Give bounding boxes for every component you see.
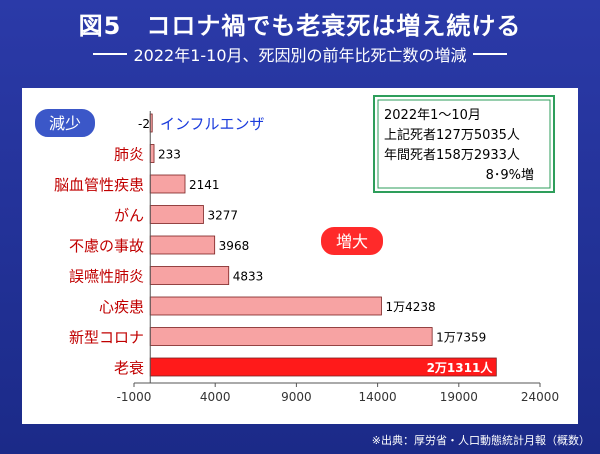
category-label-0: インフルエンザ bbox=[160, 115, 265, 133]
bars-group bbox=[149, 113, 497, 377]
category-label-5: 誤嚥性肺炎 bbox=[69, 268, 144, 286]
source-note: ※出典：厚労省・人口動態統計月報（概数） bbox=[371, 434, 590, 447]
value-label-8: 2万1311人 bbox=[427, 360, 494, 375]
subtitle-dash-left bbox=[93, 53, 128, 55]
value-label-4: 3968 bbox=[219, 239, 250, 253]
category-label-6: 心疾患 bbox=[99, 298, 144, 316]
bar-3 bbox=[149, 205, 204, 224]
category-label-4: 不慮の事故 bbox=[69, 237, 144, 255]
info-box bbox=[373, 95, 555, 193]
bar-7 bbox=[149, 327, 433, 346]
value-labels: -2 233 2141 3277 3968 4833 1万4238 1万7359 2万1311人 bbox=[138, 117, 493, 375]
category-label-8: 老衰 bbox=[114, 359, 144, 377]
x-tick-label-2: 9000 bbox=[281, 390, 312, 404]
value-label-2: 2141 bbox=[189, 178, 220, 192]
category-label-7: 新型コロナ bbox=[69, 329, 144, 347]
value-label-5: 4833 bbox=[233, 270, 264, 284]
x-axis: -1000 4000 9000 14000 19000 24000 bbox=[117, 111, 559, 404]
info-line-listed-deaths: 上記死者127万5035人 bbox=[384, 127, 520, 143]
increase-badge bbox=[319, 225, 385, 257]
info-line-annual-deaths: 年間死者158万2933人 bbox=[384, 148, 520, 163]
x-tick-label-1: 4000 bbox=[200, 390, 231, 404]
x-tick-label-3: 14000 bbox=[359, 390, 397, 404]
category-label-2: 脳血管性疾患 bbox=[54, 176, 144, 194]
bar-4 bbox=[149, 235, 216, 255]
info-line-period: 2022年1～10月 bbox=[384, 108, 481, 123]
x-tick-label-4: 19000 bbox=[440, 390, 478, 404]
category-label-3: がん bbox=[114, 207, 144, 225]
subtitle-dash-right bbox=[472, 53, 507, 55]
increase-badge-label: 増大 bbox=[336, 232, 368, 251]
value-label-7: 1万7359 bbox=[436, 331, 486, 345]
subtitle-row: 2022年1-10月、死因別の前年比死亡数の増減 bbox=[0, 42, 600, 66]
info-line-increase-rate: 8･9%増 bbox=[486, 168, 534, 183]
page-subtitle: 2022年1-10月、死因別の前年比死亡数の増減 bbox=[133, 46, 467, 65]
value-label-1: 233 bbox=[158, 148, 181, 162]
category-label-1: 肺炎 bbox=[114, 146, 144, 164]
bar-6 bbox=[149, 296, 382, 316]
value-label-6: 1万4238 bbox=[385, 300, 435, 314]
value-label-3: 3277 bbox=[207, 209, 238, 223]
bar-1 bbox=[149, 144, 155, 163]
bar-5 bbox=[149, 266, 230, 285]
value-label-0: -2 bbox=[138, 117, 150, 131]
decrease-badge bbox=[33, 107, 97, 139]
info-box-inner-border bbox=[377, 99, 551, 189]
x-tick-label-5: 24000 bbox=[521, 390, 559, 404]
chart-panel: インフルエンザ 肺炎脳血管性疾患がん不慮の事故誤嚥性肺炎心疾患新型コロナ老衰 -2… bbox=[22, 88, 578, 424]
decrease-badge-label: 減少 bbox=[49, 114, 81, 133]
x-tick-label-0: -1000 bbox=[117, 390, 152, 404]
bar-2 bbox=[149, 174, 186, 194]
page-title: 図5 コロナ禍でも老衰死は増え続ける bbox=[78, 12, 522, 40]
